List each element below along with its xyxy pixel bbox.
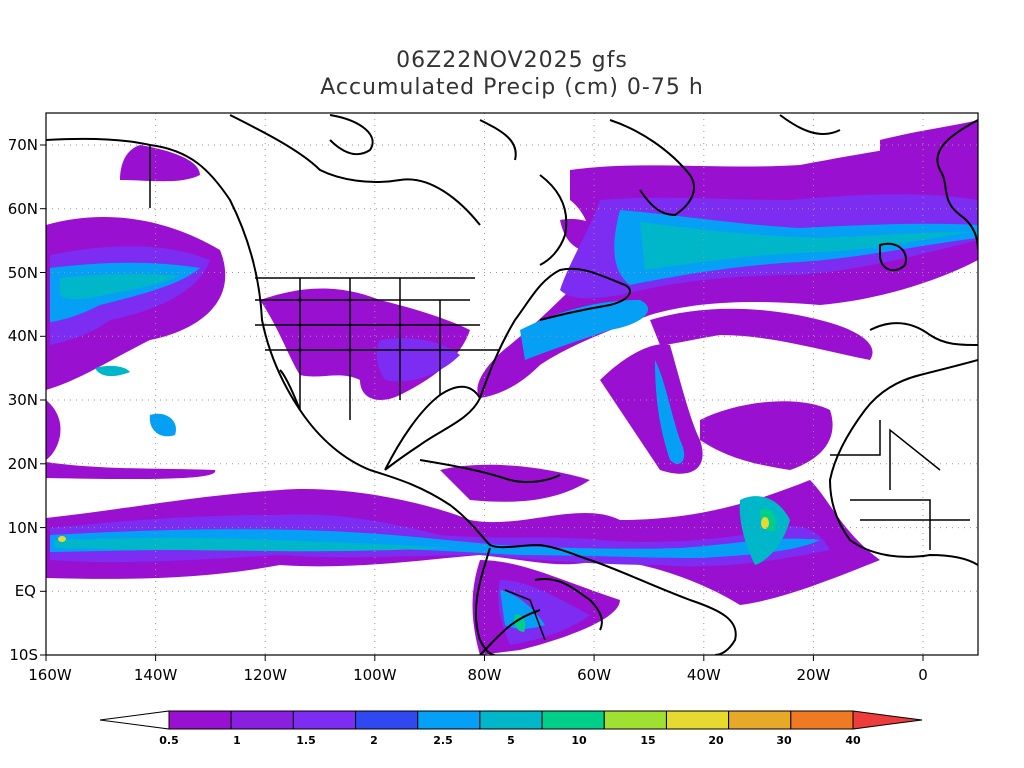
lat-label: 50N — [8, 264, 38, 282]
colorbar-label: 15 — [640, 734, 655, 747]
lat-label: 10N — [8, 519, 38, 537]
precip-peak-yellow — [58, 517, 769, 542]
lon-label: 80W — [468, 666, 502, 684]
colorbar: 0.5 1 1.5 2 2.5 5 10 15 20 30 40 — [99, 710, 923, 747]
map-title: 06Z22NOV2025 gfs — [396, 48, 628, 73]
map-subtitle: Accumulated Precip (cm) 0-75 h — [320, 75, 704, 100]
colorbar-swatch — [603, 710, 667, 730]
colorbar-swatches — [168, 710, 854, 730]
lat-label: 10S — [9, 646, 38, 664]
lon-label: 100W — [353, 666, 397, 684]
lat-label: 70N — [8, 136, 38, 154]
colorbar-arrow-high — [852, 710, 923, 730]
precip-band-teal — [55, 222, 970, 565]
political-borders — [149, 145, 970, 641]
colorbar-swatch — [230, 710, 294, 730]
colorbar-label: 40 — [845, 734, 861, 747]
lon-label: 0 — [918, 666, 928, 684]
lon-label: 160W — [28, 666, 72, 684]
colorbar-swatch — [292, 710, 357, 730]
colorbar-swatch — [355, 710, 419, 730]
lon-label: 60W — [577, 666, 611, 684]
colorbar-arrow-low — [99, 710, 170, 730]
lat-ticks — [40, 144, 46, 656]
lat-label: 30N — [8, 391, 38, 409]
lat-label: 60N — [8, 200, 38, 218]
colorbar-swatch — [728, 710, 792, 730]
colorbar-swatch — [479, 710, 543, 730]
colorbar-label: 5 — [507, 734, 515, 747]
colorbar-swatch — [790, 710, 854, 730]
colorbar-label: 0.5 — [159, 734, 179, 747]
colorbar-label: 20 — [708, 734, 724, 747]
lon-label: 20W — [796, 666, 830, 684]
lon-label: 120W — [243, 666, 287, 684]
colorbar-label: 2 — [370, 734, 378, 747]
colorbar-label: 30 — [776, 734, 792, 747]
colorbar-label: 10 — [571, 734, 587, 747]
colorbar-swatch — [541, 710, 605, 730]
colorbar-swatch — [168, 710, 232, 730]
colorbar-label: 2.5 — [433, 734, 453, 747]
colorbar-swatch — [417, 710, 481, 730]
colorbar-swatch — [665, 710, 730, 730]
colorbar-labels: 0.5 1 1.5 2 2.5 5 10 15 20 30 40 — [159, 734, 861, 747]
lon-label: 40W — [687, 666, 721, 684]
lat-label: EQ — [15, 582, 36, 600]
lon-tick-labels: 160W 140W 120W 100W 80W 60W 40W 20W 0 — [28, 666, 928, 684]
coastlines — [46, 114, 978, 655]
plot-frame — [45, 112, 979, 656]
colorbar-label: 1 — [233, 734, 241, 747]
lat-label: 40N — [8, 327, 38, 345]
lon-ticks — [45, 655, 924, 661]
lat-tick-labels: 70N 60N 50N 40N 30N 20N 10N EQ 10S — [8, 136, 38, 664]
colorbar-label: 1.5 — [296, 734, 316, 747]
lat-label: 20N — [8, 455, 38, 473]
lon-label: 140W — [134, 666, 178, 684]
